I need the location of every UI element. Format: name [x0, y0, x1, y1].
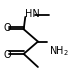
Text: O: O	[3, 50, 11, 60]
Text: NH$_2$: NH$_2$	[49, 44, 69, 58]
Text: HN: HN	[25, 9, 40, 19]
Text: O: O	[3, 23, 11, 33]
